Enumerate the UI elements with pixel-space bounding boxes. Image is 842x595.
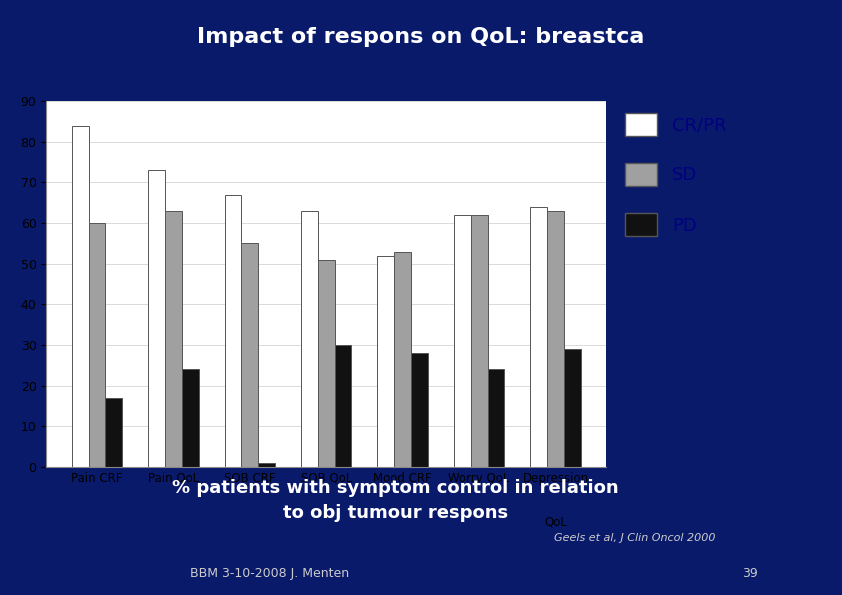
Bar (488, 369, 504, 467)
Bar (564, 349, 581, 467)
Bar (471, 215, 488, 467)
Bar (88, 223, 105, 467)
Bar (242, 243, 258, 467)
Bar (411, 353, 428, 467)
Bar (165, 211, 182, 467)
Bar (301, 211, 318, 467)
Bar (182, 369, 199, 467)
Bar (394, 252, 411, 467)
Bar (72, 126, 88, 467)
Bar (258, 463, 275, 467)
Text: QoL: QoL (544, 516, 567, 529)
Legend: CR/PR, SD, PD: CR/PR, SD, PD (620, 107, 732, 242)
Bar (225, 195, 242, 467)
Bar (454, 215, 471, 467)
Text: % patients with symptom control in relation
to obj tumour respons: % patients with symptom control in relat… (173, 479, 619, 522)
Bar (530, 207, 547, 467)
Text: Geels et al, J Clin Oncol 2000: Geels et al, J Clin Oncol 2000 (554, 533, 716, 543)
Text: 39: 39 (742, 567, 758, 580)
Bar (334, 345, 351, 467)
Text: Impact of respons on QoL: breastca: Impact of respons on QoL: breastca (197, 27, 645, 47)
Text: BBM 3-10-2008 J. Menten: BBM 3-10-2008 J. Menten (190, 567, 349, 580)
Bar (105, 398, 122, 467)
Bar (547, 211, 564, 467)
Bar (148, 170, 165, 467)
Bar (377, 256, 394, 467)
Bar (318, 259, 334, 467)
